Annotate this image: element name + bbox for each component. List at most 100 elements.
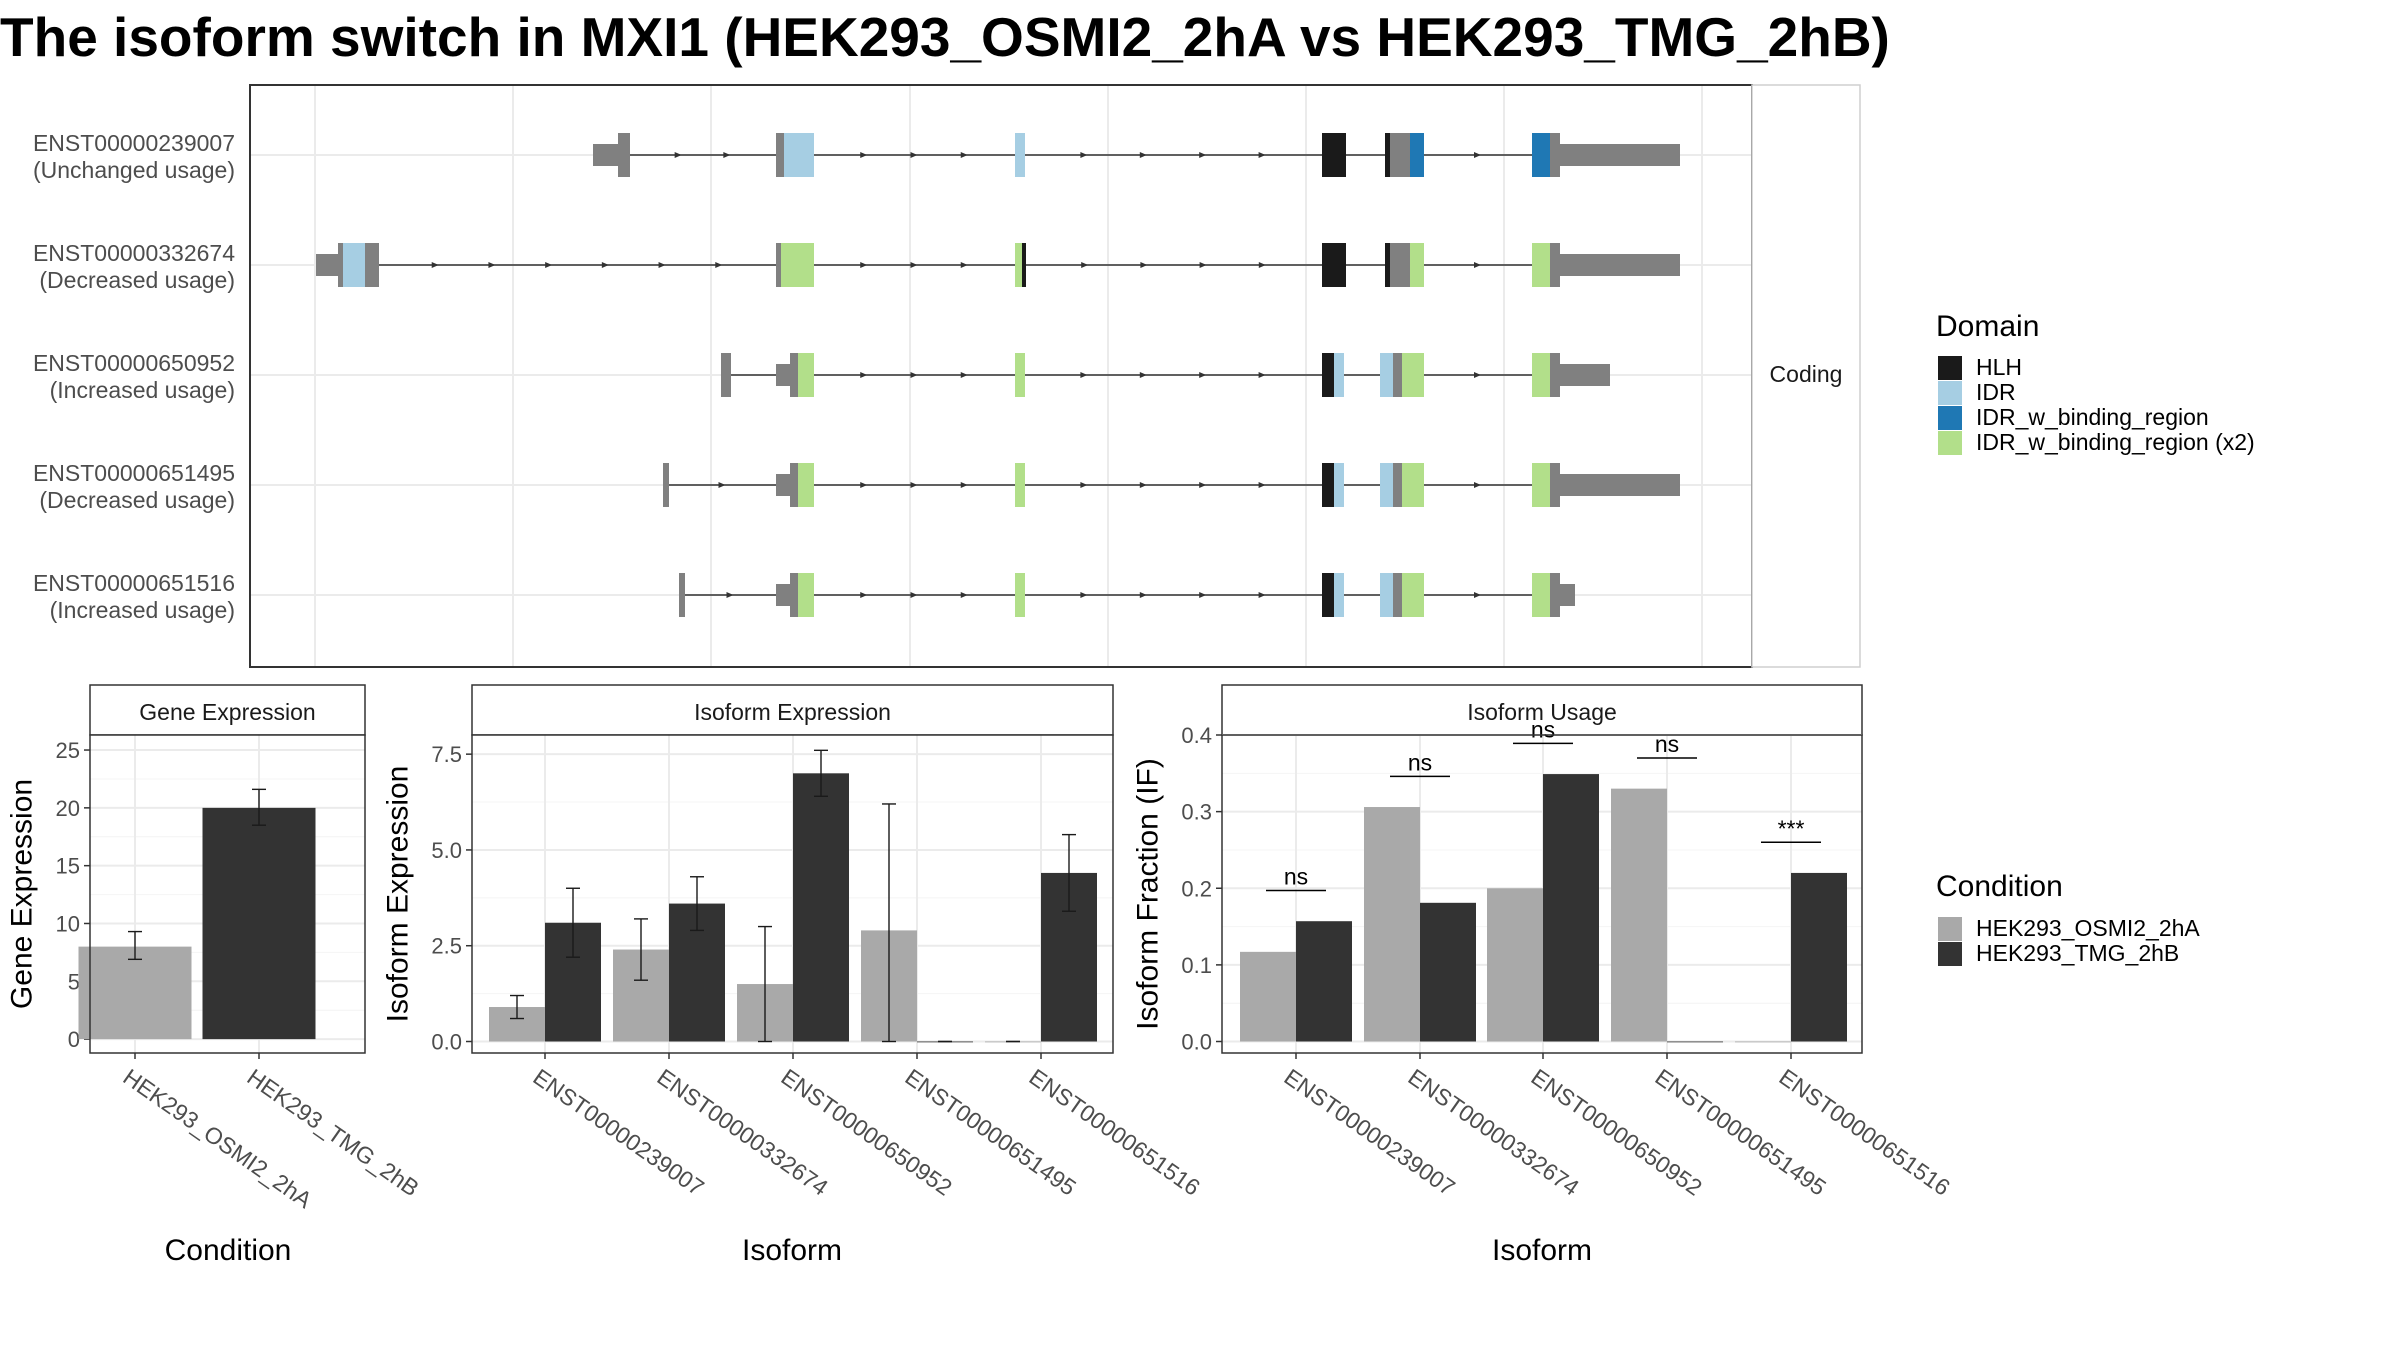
intron-arrow <box>910 262 918 268</box>
significance-label: ns <box>1408 749 1432 775</box>
intron-arrow <box>910 482 918 488</box>
coding-exon <box>338 243 343 287</box>
bar <box>1791 872 1847 1042</box>
bar <box>793 773 849 1042</box>
domain-legend-label: IDR_w_binding_region <box>1976 404 2209 430</box>
domain-legend-label: IDR_w_binding_region (x2) <box>1976 429 2255 455</box>
utr-exon <box>1560 364 1610 386</box>
coding-exon <box>1532 133 1550 177</box>
bar <box>1240 951 1296 1042</box>
intron-arrow <box>960 592 968 598</box>
coding-exon <box>781 243 814 287</box>
significance-label: ns <box>1284 864 1308 890</box>
y-tick-label: 0.4 <box>1181 723 1212 748</box>
intron-arrow <box>1474 152 1481 158</box>
condition-legend-swatch <box>1938 917 1962 941</box>
intron-arrow <box>545 262 553 268</box>
coding-exon <box>790 463 798 507</box>
y-tick-label: 20 <box>56 796 80 821</box>
intron-arrow <box>718 482 726 488</box>
coding-exon <box>1390 133 1410 177</box>
coding-exon <box>1322 353 1334 397</box>
coding-exon <box>1015 353 1025 397</box>
coding-exon <box>1393 573 1402 617</box>
intron-arrow <box>960 482 968 488</box>
coding-exon <box>1385 243 1390 287</box>
intron-arrow <box>960 372 968 378</box>
coding-exon <box>1385 133 1390 177</box>
coding-exon <box>1402 573 1424 617</box>
coding-exon <box>1334 463 1344 507</box>
domain-legend-label: HLH <box>1976 354 2022 380</box>
coding-exon <box>1322 573 1334 617</box>
intron-arrow <box>860 482 868 488</box>
intron-arrow <box>674 152 682 158</box>
intron-arrow <box>1258 152 1266 158</box>
intron-arrow <box>1081 262 1089 268</box>
coding-exon <box>1390 243 1410 287</box>
intron-arrow <box>1199 262 1207 268</box>
y-tick-label: 5.0 <box>431 838 462 863</box>
intron-arrow <box>1474 592 1481 598</box>
coding-exon <box>1334 573 1344 617</box>
intron-arrow <box>488 262 496 268</box>
panel-strip-title: Isoform Usage <box>1467 699 1617 725</box>
panel-strip-title: Gene Expression <box>139 699 315 725</box>
y-tick-label: 0.0 <box>431 1030 462 1055</box>
coding-exon <box>1550 463 1560 507</box>
transcript-usage-label: (Unchanged usage) <box>33 157 235 183</box>
intron-arrow <box>726 592 734 598</box>
intron-arrow <box>1080 152 1088 158</box>
y-axis-title: Isoform Expression <box>382 766 415 1023</box>
utr-exon <box>776 364 792 386</box>
utr-exon <box>316 254 340 276</box>
intron-arrow <box>910 152 918 158</box>
coding-exon <box>618 133 630 177</box>
significance-label: *** <box>1778 815 1805 841</box>
bar <box>78 946 192 1040</box>
strip-label: Coding <box>1770 361 1843 387</box>
panel-strip-title: Isoform Expression <box>694 699 891 725</box>
utr-exon <box>776 584 792 606</box>
coding-exon <box>721 353 731 397</box>
chart-title: The isoform switch in MXI1 (HEK293_OSMI2… <box>0 6 1890 68</box>
transcript-usage-label: (Decreased usage) <box>39 487 235 513</box>
utr-exon <box>593 144 618 166</box>
y-tick-label: 25 <box>56 738 80 763</box>
y-axis-title: Isoform Fraction (IF) <box>1132 758 1165 1030</box>
x-axis-title: Isoform <box>1492 1234 1592 1267</box>
bar <box>1487 888 1543 1042</box>
coding-exon <box>1322 243 1346 287</box>
coding-exon <box>1380 573 1393 617</box>
intron-arrow <box>1139 482 1147 488</box>
condition-legend-swatch <box>1938 942 1962 966</box>
condition-legend-label: HEK293_TMG_2hB <box>1976 940 2179 966</box>
panel-strip <box>1221 684 1863 736</box>
y-tick-label: 0.1 <box>1181 953 1212 978</box>
coding-exon <box>679 573 685 617</box>
coding-exon <box>1393 353 1402 397</box>
bar <box>1735 1041 1791 1043</box>
intron-arrow <box>723 152 731 158</box>
transcript-id-label: ENST00000651495 <box>33 460 235 486</box>
coding-exon <box>1550 353 1560 397</box>
coding-exon <box>798 463 814 507</box>
coding-exon <box>798 353 814 397</box>
coding-exon <box>1322 463 1334 507</box>
transcript-usage-label: (Increased usage) <box>50 597 235 623</box>
intron-arrow <box>1139 152 1147 158</box>
intron-arrow <box>658 262 666 268</box>
coding-exon <box>1550 243 1560 287</box>
transcript-id-label: ENST00000332674 <box>33 240 235 266</box>
y-tick-label: 7.5 <box>431 742 462 767</box>
intron-arrow <box>1199 372 1207 378</box>
domain-legend-swatch <box>1938 431 1962 455</box>
bar <box>1611 788 1667 1042</box>
coding-exon <box>790 353 798 397</box>
intron-arrow <box>1474 262 1481 268</box>
coding-exon <box>1410 133 1424 177</box>
domain-legend-swatch <box>1938 356 1962 380</box>
coding-exon <box>784 133 814 177</box>
y-axis-title: Gene Expression <box>6 779 39 1009</box>
